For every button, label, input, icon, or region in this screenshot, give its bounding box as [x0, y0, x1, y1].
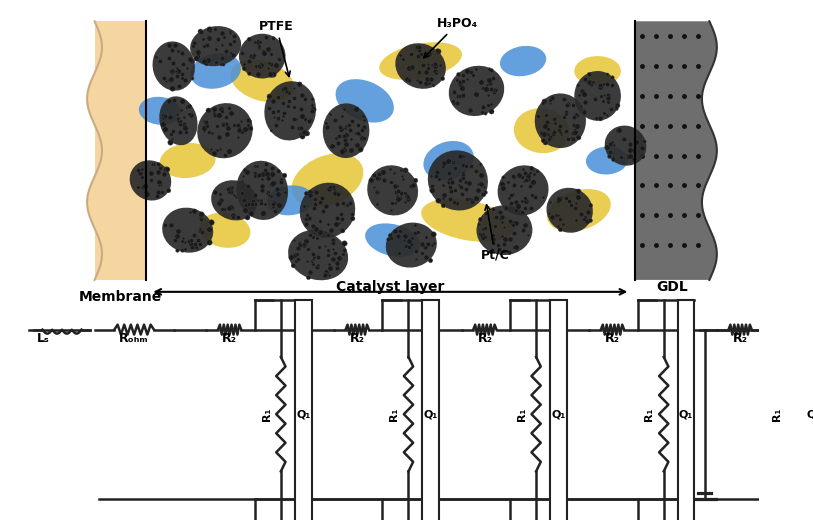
Ellipse shape [365, 224, 420, 257]
Ellipse shape [190, 26, 241, 66]
Ellipse shape [395, 43, 446, 89]
Ellipse shape [586, 146, 628, 175]
Ellipse shape [230, 60, 294, 102]
Ellipse shape [198, 103, 253, 158]
Bar [550, 300, 567, 521]
Ellipse shape [428, 151, 488, 210]
Ellipse shape [514, 108, 570, 153]
Ellipse shape [379, 42, 462, 80]
Text: Q₁: Q₁ [551, 409, 566, 419]
Text: R₂: R₂ [477, 331, 493, 344]
Text: Q₁: Q₁ [296, 409, 311, 419]
Text: Q₁: Q₁ [679, 409, 693, 419]
Text: R₂: R₂ [350, 331, 365, 344]
Text: R₁: R₁ [772, 407, 782, 421]
Text: R₁: R₁ [517, 407, 527, 421]
Text: Pt/C: Pt/C [480, 205, 510, 262]
Text: R₁: R₁ [262, 407, 272, 421]
Ellipse shape [547, 189, 611, 231]
Polygon shape [635, 21, 717, 280]
Ellipse shape [336, 79, 393, 122]
Text: R₂: R₂ [605, 331, 620, 344]
Ellipse shape [129, 160, 172, 201]
Text: R₁: R₁ [645, 407, 654, 421]
Text: GDL: GDL [656, 280, 688, 294]
Ellipse shape [300, 183, 355, 238]
Ellipse shape [385, 222, 437, 268]
Ellipse shape [237, 161, 288, 220]
Text: R₂: R₂ [222, 331, 237, 344]
Text: Lₛ: Lₛ [37, 331, 50, 344]
Text: Catalyst layer: Catalyst layer [336, 280, 445, 294]
Ellipse shape [211, 180, 258, 220]
Ellipse shape [323, 103, 369, 158]
Ellipse shape [153, 41, 195, 91]
Ellipse shape [288, 230, 348, 280]
Ellipse shape [162, 208, 213, 253]
Ellipse shape [239, 34, 285, 79]
Ellipse shape [159, 96, 198, 145]
Bar [423, 300, 439, 521]
Ellipse shape [535, 93, 586, 148]
Text: R₂: R₂ [733, 331, 748, 344]
Ellipse shape [546, 188, 593, 233]
Ellipse shape [500, 46, 546, 76]
Ellipse shape [574, 56, 621, 86]
Ellipse shape [421, 199, 513, 242]
Ellipse shape [424, 141, 474, 180]
Ellipse shape [605, 126, 646, 166]
Bar [806, 300, 813, 521]
Bar [635, 21, 710, 280]
Ellipse shape [574, 71, 621, 121]
Ellipse shape [264, 81, 316, 141]
Text: Membrane: Membrane [79, 290, 162, 304]
Text: PTFE: PTFE [259, 20, 293, 77]
Ellipse shape [292, 153, 363, 207]
Text: R₁: R₁ [389, 407, 399, 421]
Ellipse shape [267, 185, 313, 215]
Ellipse shape [367, 165, 418, 216]
Text: H₃PO₄: H₃PO₄ [424, 17, 478, 58]
Text: Rₒₕₘ: Rₒₕₘ [120, 331, 149, 344]
Ellipse shape [498, 165, 549, 215]
Bar [295, 300, 311, 521]
Ellipse shape [449, 66, 504, 116]
Text: Q₁: Q₁ [424, 409, 438, 419]
Ellipse shape [139, 97, 180, 125]
Ellipse shape [476, 205, 533, 255]
FancyBboxPatch shape [94, 21, 146, 280]
Ellipse shape [160, 143, 215, 178]
Bar [678, 300, 694, 521]
Ellipse shape [190, 53, 241, 89]
Ellipse shape [199, 213, 250, 248]
Text: Q₁: Q₁ [806, 409, 813, 419]
Polygon shape [87, 21, 146, 280]
